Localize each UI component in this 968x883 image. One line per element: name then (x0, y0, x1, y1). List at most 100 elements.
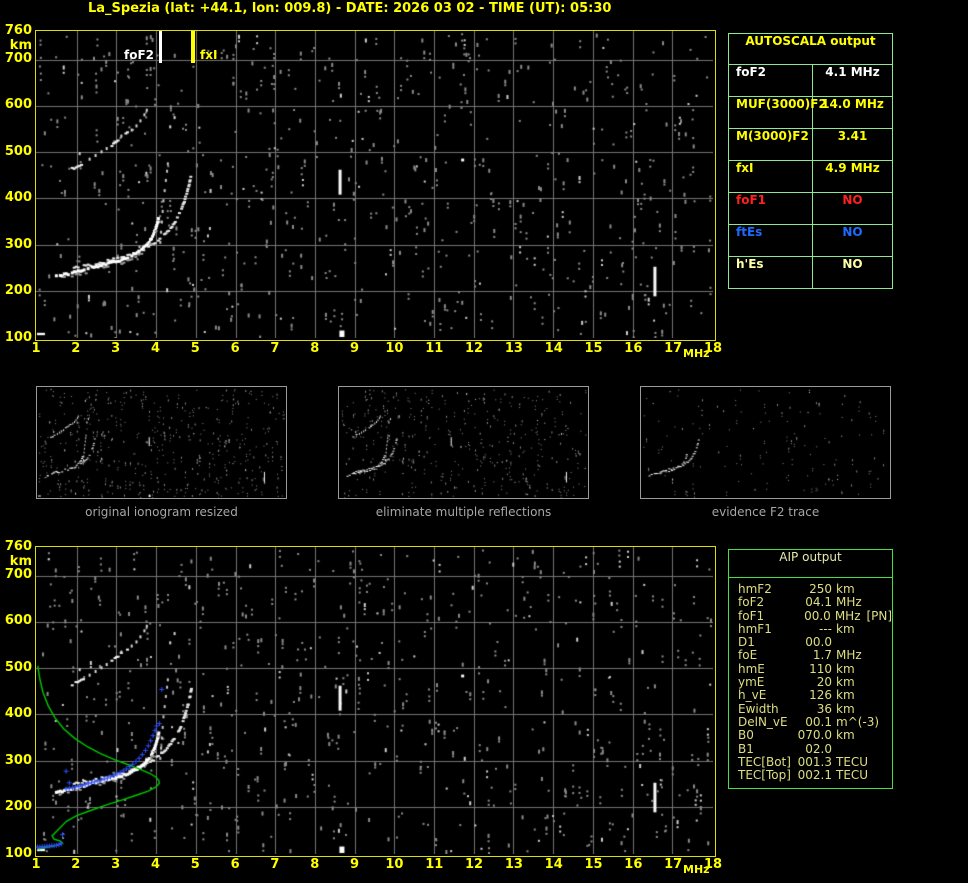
aip-row-yme: ymE 20 km (738, 675, 892, 690)
param-unit: km (836, 582, 855, 596)
param-label: hmF2 (738, 582, 772, 596)
aip-row-d1: D1 00.0 (738, 635, 892, 650)
param-value: 3.41 (837, 129, 868, 143)
axis-tick-label: 12 (465, 341, 484, 356)
param-unit: km (836, 675, 855, 690)
param-label: MUF(3000)F2 (729, 97, 827, 128)
param-label: hmE (738, 661, 765, 676)
param-unit: km (836, 688, 855, 703)
thumbnail-original (36, 386, 287, 499)
param-label: Ewidth (738, 701, 779, 716)
axis-tick-label: 600 (4, 97, 32, 113)
aip-row-hmf1: hmF1 --- km (738, 621, 892, 636)
axis-tick-label: 600 (4, 613, 32, 629)
autoscala-row-fof2: foF2 4.1 MHz (729, 64, 892, 96)
axis-tick-label: 16 (624, 857, 643, 872)
axis-tick-label: 5 (190, 857, 200, 872)
param-label: DelN_vE (738, 714, 788, 729)
param-value: 1.7 (812, 648, 832, 663)
param-unit (836, 636, 866, 649)
param-unit: TECU (836, 754, 869, 769)
axis-tick-label: 9 (350, 341, 360, 356)
axis-tick-label: 11 (425, 857, 444, 872)
axis-tick-label: 17 (664, 341, 683, 356)
axis-tick-label: 400 (4, 190, 32, 206)
param-value: 00.1 (805, 714, 832, 729)
thumbnail-caption: original ionogram resized (85, 505, 238, 519)
axis-tick-label: 13 (504, 341, 523, 356)
param-value: NO (842, 225, 863, 239)
param-label: h_vE (738, 688, 767, 703)
axis-tick-label: 14 (544, 857, 563, 872)
top-ionogram-plot: foF2 fxI (35, 30, 716, 341)
axis-tick-label: 700 (4, 566, 32, 582)
param-value: 02.0 (805, 741, 832, 756)
axis-tick-label: 5 (190, 341, 200, 356)
axis-tick-label: 200 (4, 799, 32, 815)
param-label: TEC[Bot] (738, 754, 791, 769)
aip-row-fof2: foF2 04.1 MHz (738, 595, 892, 609)
thumbnail-evidence-canvas (641, 387, 890, 498)
axis-unit-label: km (9, 554, 32, 569)
param-unit: MHz (836, 648, 862, 663)
axis-tick-label: 11 (425, 341, 444, 356)
axis-tick-label: 100 (4, 846, 32, 861)
axis-tick-label: 12 (465, 857, 484, 872)
station-title: La_Spezia (lat: +44.1, lon: 009.8) - DAT… (88, 1, 612, 16)
axis-tick-label: 7 (270, 341, 280, 356)
aip-row-tecbot: TEC[Bot] 001.3 TECU (738, 754, 892, 769)
param-value: NO (842, 257, 863, 271)
autoscala-header: AUTOSCALA output (745, 34, 876, 48)
param-label: foF1 (738, 608, 765, 623)
axis-unit-label: km (9, 38, 32, 53)
param-label: B0 (738, 728, 754, 743)
aip-table: AIP output hmF2 250 km foF2 04.1 MHz foF1 00.… (728, 549, 893, 790)
param-value: 4.1 MHz (825, 65, 880, 79)
aip-row-delnve: DelN_vE 00.1 m^(-3) (738, 714, 892, 729)
thumbnail-eliminate (338, 386, 589, 499)
aip-row-b0: B0 070.0 km (738, 728, 892, 743)
param-value: 00.0 (804, 608, 831, 623)
aip-row-hve: h_vE 126 km (738, 688, 892, 703)
autoscala-table: AUTOSCALA output foF2 4.1 MHz MUF(3000)F… (728, 33, 893, 289)
autoscala-row-muf: MUF(3000)F2 14.0 MHz (729, 96, 892, 128)
aip-body: hmF2 250 km foF2 04.1 MHz foF1 00.0 MHz [PN] hm… (729, 578, 892, 788)
axis-tick-label: 7 (270, 857, 280, 872)
aip-row-b1: B1 02.0 (738, 741, 892, 756)
param-label: fxI (729, 161, 813, 192)
autoscala-row-fof1: foF1 NO (729, 192, 892, 224)
param-value: 070.0 (797, 728, 832, 743)
param-unit (836, 743, 866, 756)
axis-tick-label: 500 (4, 143, 32, 159)
axis-tick-label: 8 (310, 341, 320, 356)
thumbnail-caption: evidence F2 trace (711, 505, 820, 519)
axis-tick-label: 500 (4, 659, 32, 675)
axis-tick-label: 16 (624, 341, 643, 356)
axis-tick-label: 8 (310, 857, 320, 872)
param-value: 14.0 MHz (821, 97, 884, 111)
axis-tick-label: 3 (111, 857, 121, 872)
param-label: hmF1 (738, 621, 772, 636)
axis-tick-label: 15 (584, 341, 603, 356)
bottom-ionogram-canvas (36, 547, 713, 854)
thumbnail-eliminate-canvas (339, 387, 588, 498)
fxi-marker-line (191, 31, 195, 63)
param-label: foE (738, 648, 758, 663)
bottom-ionogram-plot (35, 546, 716, 857)
axis-tick-label: 200 (4, 283, 32, 299)
axis-tick-label: 4 (150, 857, 160, 872)
param-value: 126 (809, 688, 832, 703)
param-value: 00.0 (805, 635, 832, 650)
param-label: ymE (738, 675, 765, 690)
axis-tick-label: 6 (230, 857, 240, 872)
axis-tick-label: 10 (385, 857, 404, 872)
axis-tick-label: 400 (4, 706, 32, 722)
axis-tick-label: 1 (31, 857, 41, 872)
axis-unit-label: MHz (683, 347, 710, 360)
axis-tick-label: 14 (544, 341, 563, 356)
param-value: 36 (816, 701, 832, 716)
param-value: 20 (816, 675, 832, 690)
axis-tick-label: 9 (350, 857, 360, 872)
param-unit: km (836, 701, 855, 716)
